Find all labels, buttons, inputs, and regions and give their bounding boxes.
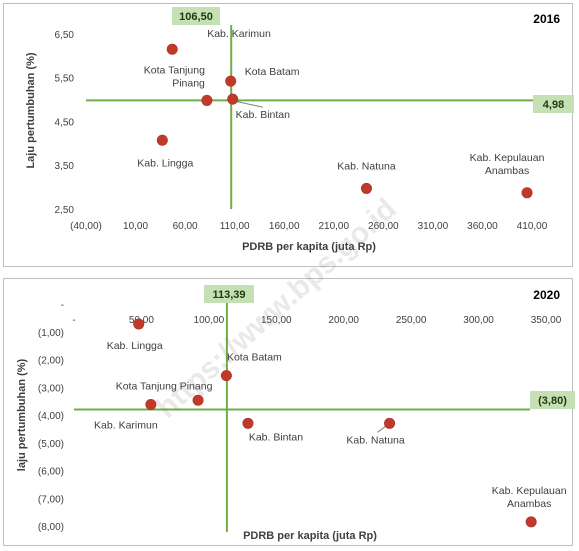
data-point-label: Kab. Kepulauan Anambas <box>470 152 545 177</box>
data-point-label: Kab. Kepulauan Anambas <box>492 485 567 510</box>
x-axis-title: PDRB per kapita (juta Rp) <box>242 241 376 253</box>
y-tick-label: 3,50 <box>55 161 75 172</box>
data-point-label: Kab. Bintan <box>236 109 290 121</box>
x-tick-label: 410,00 <box>517 221 548 232</box>
chart-panel-2020: 2020-50,00100,00150,00200,00250,00300,00… <box>3 278 575 546</box>
data-point-label: Kab. Bintan <box>249 431 303 443</box>
x-tick-label: 210,00 <box>318 221 349 232</box>
data-point-marker <box>166 43 178 55</box>
y-tick-label: (2,00) <box>38 356 64 367</box>
data-point-marker <box>201 94 213 106</box>
horizontal-line-callout-box <box>530 391 575 409</box>
data-point-marker <box>525 516 537 528</box>
data-point-label-line: Kab. Kepulauan <box>470 152 545 164</box>
data-point-label: Kab. Natuna <box>337 160 396 172</box>
x-tick-label: - <box>72 315 75 326</box>
data-point-marker <box>227 93 239 105</box>
horizontal-line-callout-box <box>533 95 574 113</box>
y-tick-label: - <box>61 300 64 311</box>
data-point-marker <box>192 394 204 406</box>
data-point-label-line: Pinang <box>172 77 205 89</box>
data-point-label: Kota Batam <box>245 66 300 78</box>
data-point-label: Kab. Lingga <box>137 157 193 169</box>
y-tick-label: (4,00) <box>38 411 64 422</box>
horizontal-line-value: (3,80) <box>538 395 567 407</box>
vertical-line-value: 113,39 <box>212 289 245 301</box>
y-tick-label: 4,50 <box>55 117 75 128</box>
data-point-label: Kota Batam <box>227 352 282 364</box>
chart-year-label: 2016 <box>533 12 560 26</box>
vertical-line-callout-box <box>204 285 254 303</box>
y-tick-label: (5,00) <box>38 439 64 450</box>
data-point-marker <box>145 398 157 410</box>
y-tick-label: 2,50 <box>55 205 75 216</box>
horizontal-line-value: 4,98 <box>543 99 564 111</box>
data-point-marker <box>360 182 372 194</box>
x-tick-label: 200,00 <box>328 315 359 326</box>
data-point-label: Kab. Lingga <box>107 340 163 352</box>
data-point-label: Kab. Karimun <box>207 28 271 40</box>
x-tick-label: (40,00) <box>70 221 102 232</box>
data-point-label-line: Kab. Kepulauan <box>492 485 567 497</box>
data-point-marker <box>242 417 254 429</box>
x-tick-label: 260,00 <box>368 221 399 232</box>
data-point-label-line: Kota Tanjung <box>144 64 205 76</box>
y-tick-label: (1,00) <box>38 328 64 339</box>
data-point-label: Kab. Karimun <box>94 419 158 431</box>
x-tick-label: 100,00 <box>194 315 225 326</box>
x-tick-label: 250,00 <box>396 315 427 326</box>
x-axis-title: PDRB per kapita (juta Rp) <box>243 530 377 542</box>
y-tick-label: (6,00) <box>38 467 64 478</box>
data-point-marker <box>384 417 396 429</box>
x-tick-label: 160,00 <box>269 221 300 232</box>
data-point-marker <box>133 318 145 330</box>
y-axis-title: Laju pertumbuhan (%) <box>25 52 37 168</box>
y-tick-label: (8,00) <box>38 522 64 533</box>
data-point-label: Kota Tanjung Pinang <box>144 64 205 89</box>
data-point-label-line: Anambas <box>507 498 551 510</box>
y-tick-label: 6,50 <box>55 30 75 41</box>
y-tick-label: 5,50 <box>55 74 75 85</box>
x-tick-label: 10,00 <box>123 221 148 232</box>
vertical-line-callout-box <box>172 7 220 25</box>
chart-year-label: 2020 <box>533 288 560 302</box>
x-tick-label: 360,00 <box>467 221 498 232</box>
label-leader-line <box>234 100 263 108</box>
x-tick-label: 310,00 <box>418 221 449 232</box>
data-point-marker <box>225 75 237 87</box>
data-point-marker <box>521 187 533 199</box>
vertical-line-value: 106,50 <box>179 11 213 23</box>
y-tick-label: (7,00) <box>38 494 64 505</box>
label-leader-line <box>377 425 386 433</box>
data-point-label: Kab. Natuna <box>346 434 405 446</box>
x-tick-label: 350,00 <box>531 315 562 326</box>
data-point-label-line: Anambas <box>485 165 529 177</box>
chart-panel-2016: 2016 (40,00) 10,00 60,00 110,00 160,00 210,00 2… <box>3 3 574 267</box>
x-tick-label: 300,00 <box>463 315 494 326</box>
x-tick-label: 150,00 <box>261 315 292 326</box>
chart-2016: 2016 (40,00) 10,00 60,00 110,00 160,00 210,00 2… <box>25 7 574 253</box>
data-point-label: Kota Tanjung Pinang <box>116 380 213 392</box>
x-tick-label: 60,00 <box>173 221 198 232</box>
data-point-marker <box>220 370 232 382</box>
data-point-marker <box>156 134 168 146</box>
x-tick-label: 110,00 <box>220 221 250 232</box>
y-axis-title: laju pertumbuhan (%) <box>16 358 28 471</box>
y-tick-label: (3,00) <box>38 383 64 394</box>
chart-2020: 2020-50,00100,00150,00200,00250,00300,00… <box>16 285 575 542</box>
